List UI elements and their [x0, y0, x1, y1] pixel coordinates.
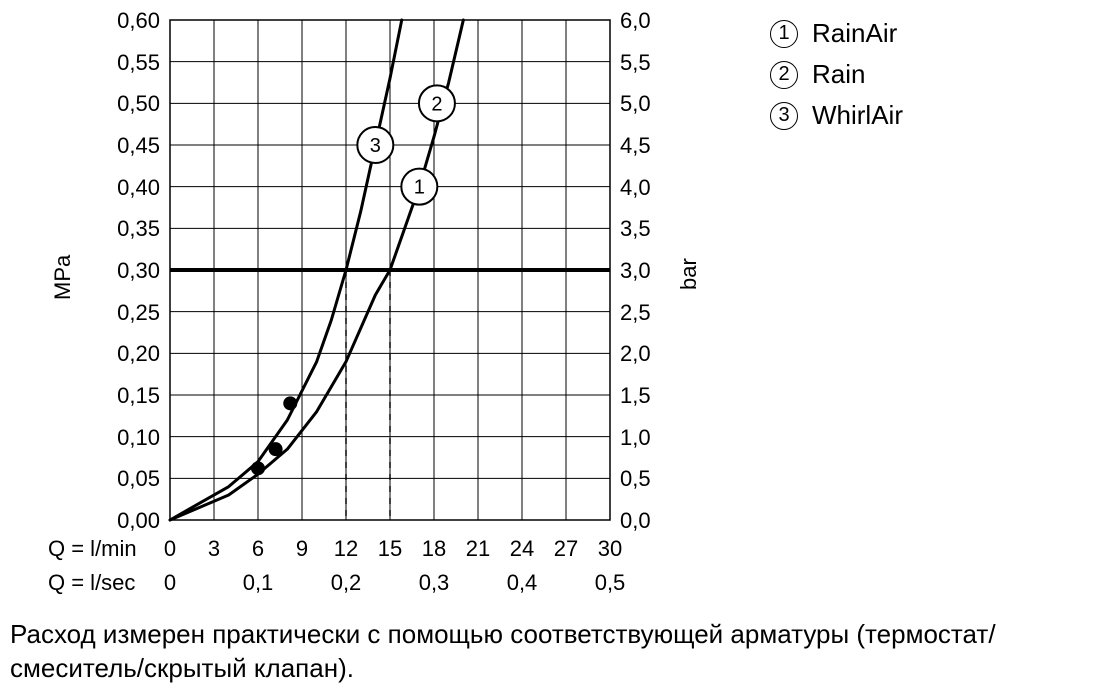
y-right-tick: 5,5: [620, 50, 651, 76]
y-left-tick: 0,50: [117, 91, 160, 117]
legend-item: 3 WhirlAir: [770, 100, 903, 131]
legend-item: 1 RainAir: [770, 18, 903, 49]
y-left-tick: 0,60: [117, 8, 160, 34]
y-left-tick: 0,35: [117, 216, 160, 242]
y-right-tick: 0,5: [620, 466, 651, 492]
legend-num-3: 3: [770, 102, 798, 130]
y-right-tick: 1,0: [620, 425, 651, 451]
x-lsec-tick: 0,3: [419, 570, 450, 596]
y-right-tick: 5,0: [620, 91, 651, 117]
x-lmin-tick: 3: [208, 536, 220, 562]
y-right-tick: 2,5: [620, 300, 651, 326]
x-lmin-tick: 15: [378, 536, 402, 562]
x-lmin-tick: 12: [334, 536, 358, 562]
svg-text:1: 1: [414, 177, 425, 199]
y-right-tick: 3,5: [620, 216, 651, 242]
y-right-tick: 2,0: [620, 341, 651, 367]
svg-text:3: 3: [370, 135, 381, 157]
x-lmin-tick: 6: [252, 536, 264, 562]
y-left-tick: 0,10: [117, 425, 160, 451]
x-lsec-prefix: Q = l/sec: [48, 570, 135, 596]
caption: Расход измерен практически с помощью соо…: [10, 618, 1102, 686]
x-lsec-tick: 0,4: [507, 570, 538, 596]
flow-chart: 321: [0, 0, 720, 610]
y-right-tick: 4,5: [620, 133, 651, 159]
y-right-tick: 6,0: [620, 8, 651, 34]
legend-label-3: WhirlAir: [812, 100, 903, 131]
y-right-tick: 1,5: [620, 383, 651, 409]
legend-num-1: 1: [770, 20, 798, 48]
y-left-tick: 0,20: [117, 341, 160, 367]
legend-label-2: Rain: [812, 59, 865, 90]
y-left-tick: 0,40: [117, 175, 160, 201]
x-lmin-tick: 18: [422, 536, 446, 562]
y-left-tick: 0,30: [117, 258, 160, 284]
legend-num-2: 2: [770, 61, 798, 89]
y-left-tick: 0,05: [117, 466, 160, 492]
x-lsec-tick: 0,1: [243, 570, 274, 596]
x-lmin-tick: 9: [296, 536, 308, 562]
legend-item: 2 Rain: [770, 59, 903, 90]
y-left-tick: 0,45: [117, 133, 160, 159]
x-lmin-tick: 24: [510, 536, 534, 562]
x-lmin-tick: 21: [466, 536, 490, 562]
y-left-tick: 0,15: [117, 383, 160, 409]
y-right-tick: 4,0: [620, 175, 651, 201]
svg-text:2: 2: [431, 93, 442, 115]
x-lmin-tick: 27: [554, 536, 578, 562]
x-lmin-prefix: Q = l/min: [48, 536, 137, 562]
y-left-tick: 0,55: [117, 50, 160, 76]
y-left-tick: 0,25: [117, 300, 160, 326]
legend: 1 RainAir 2 Rain 3 WhirlAir: [770, 18, 903, 141]
y-right-tick: 0,0: [620, 508, 651, 534]
x-lsec-tick: 0: [164, 570, 176, 596]
legend-label-1: RainAir: [812, 18, 897, 49]
y-left-tick: 0,00: [117, 508, 160, 534]
x-lsec-tick: 0,5: [595, 570, 626, 596]
x-lmin-tick: 30: [598, 536, 622, 562]
x-lmin-tick: 0: [164, 536, 176, 562]
y-right-tick: 3,0: [620, 258, 651, 284]
x-lsec-tick: 0,2: [331, 570, 362, 596]
